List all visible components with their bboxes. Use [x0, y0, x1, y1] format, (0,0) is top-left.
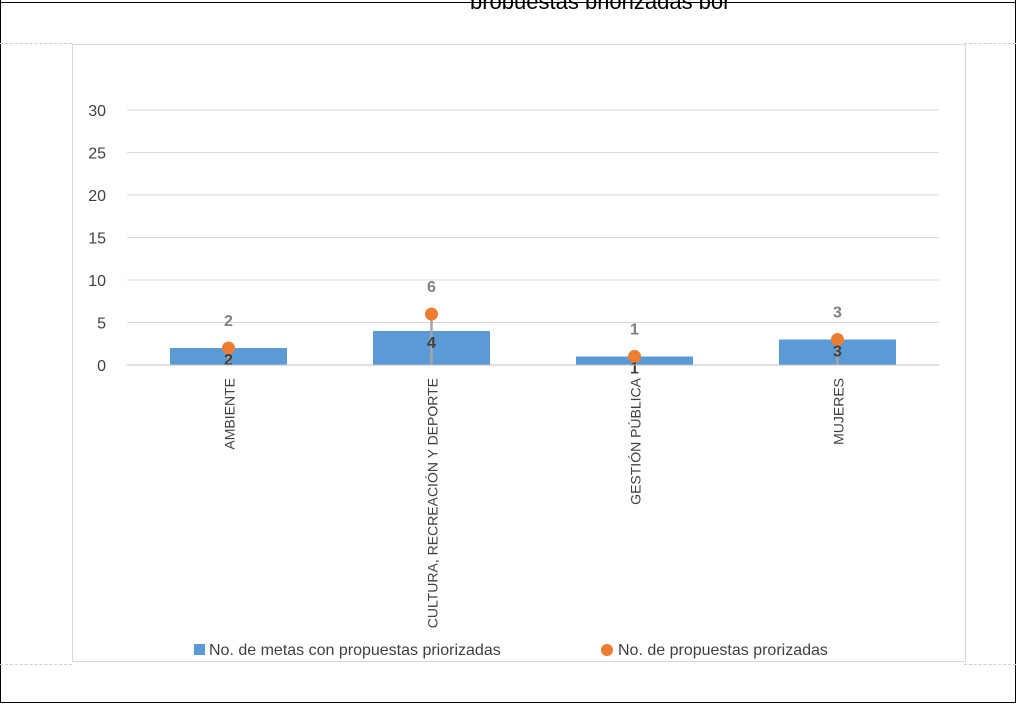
page-divider-left: [0, 43, 72, 44]
y-tick-label: 30: [88, 103, 106, 120]
point-marker: [628, 350, 641, 363]
legend-label-bars: No. de metas con propuestas priorizadas: [209, 642, 501, 659]
x-category-label: CULTURA, RECREACIÓN Y DEPORTE: [425, 378, 441, 628]
point-marker: [831, 333, 844, 346]
y-tick-label: 10: [88, 273, 106, 290]
bar-data-label: 4: [427, 335, 436, 352]
page-divider-bottom-right: [964, 664, 1016, 665]
point-marker: [222, 341, 235, 355]
y-tick-label: 20: [88, 188, 106, 205]
page-divider-right: [964, 43, 1016, 44]
y-tick-label: 15: [88, 231, 106, 248]
y-tick-label: 5: [97, 316, 106, 333]
x-category-label: AMBIENTE: [222, 378, 238, 450]
page-divider-bottom-left: [0, 664, 72, 665]
point-data-label: 6: [427, 279, 436, 296]
frame-top-line: [0, 2, 1016, 3]
bar-data-label: 3: [833, 344, 842, 361]
point-marker: [425, 307, 438, 321]
bar-data-label: 1: [630, 361, 639, 378]
bar-data-label: 2: [224, 352, 233, 369]
x-category-label: GESTIÓN PÚBLICA: [628, 377, 644, 504]
header-text: propuestas priorizadas por: [470, 0, 1016, 9]
point-data-label: 2: [224, 313, 233, 330]
y-tick-label: 25: [88, 146, 106, 163]
point-data-label: 1: [630, 322, 639, 339]
legend-label-points: No. de propuestas prorizadas: [618, 642, 828, 659]
point-data-label: 3: [833, 305, 842, 322]
legend-swatch-points: [601, 644, 613, 656]
legend-swatch-bars: [194, 644, 205, 655]
x-category-label: MUJERES: [831, 378, 847, 445]
y-tick-label: 0: [97, 358, 106, 375]
